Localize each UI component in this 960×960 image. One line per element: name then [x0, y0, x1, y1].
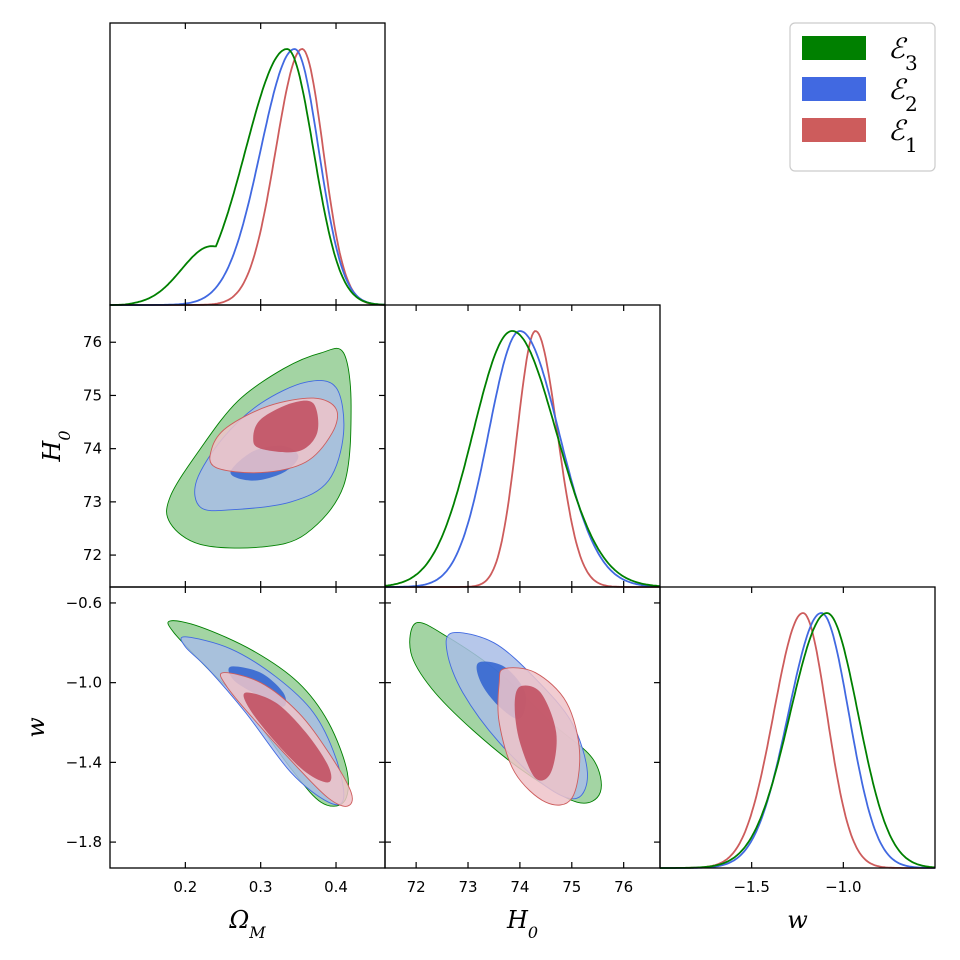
ticks: [110, 23, 844, 868]
legend-label-E2: ℰ2: [888, 73, 918, 116]
panel-frame-1-1: [384, 304, 661, 588]
y-axis-label-h0: H0: [38, 430, 74, 462]
contour-inner-E1-om_h0: [253, 400, 319, 453]
panel-marginal-H0: [384, 330, 661, 588]
y-tick-label: 75: [83, 386, 102, 404]
y-axis-label-w: w: [22, 717, 50, 738]
y-tick-label: 73: [83, 493, 102, 511]
x-tick-label: 0.4: [324, 878, 348, 896]
marginal-curve-E2-w: [660, 612, 936, 869]
x-tick-label: 0.3: [249, 878, 273, 896]
contours-om_w: [167, 620, 353, 807]
marginal-curve-E3-omega_m: [110, 48, 385, 306]
panel-marginal-omega_m: [110, 48, 386, 306]
x-tick-label: 0.2: [173, 878, 197, 896]
x-tick-label: 75: [562, 878, 581, 896]
contour-inner-E1-h0_w: [514, 685, 557, 781]
y-tick-label: −1.0: [66, 674, 102, 692]
x-tick-label: 72: [407, 878, 426, 896]
panel-frame-2-2: [659, 586, 936, 869]
contour-inner-E1-om_w: [243, 692, 332, 783]
marginal-curve-E3-w: [660, 612, 936, 869]
y-tick-label: 72: [83, 546, 102, 564]
x-axis-label-omega-m: ΩM: [228, 906, 266, 942]
y-tick-label: 74: [83, 440, 102, 458]
marginal-curve-E1-omega_m: [110, 48, 385, 306]
x-tick-label: −1.0: [825, 878, 861, 896]
marginal-curve-E1-w: [660, 612, 935, 869]
panel-marginal-w: [660, 612, 936, 869]
y-tick-label: −1.8: [66, 833, 102, 851]
y-tick-label: 76: [83, 333, 102, 351]
panel-om_h0: [166, 347, 352, 549]
legend-swatch-E3: [802, 36, 866, 60]
x-axis-label-h0: H0: [506, 906, 538, 942]
legend-label-E1: ℰ1: [888, 114, 918, 157]
x-axis-label-w: w: [787, 906, 808, 934]
tick-labels: 0.2 0.3 0.4 72 73 74 75 76 −1.5 −1.0 72 73 74 75 76 −1.…: [66, 333, 862, 896]
panels: [110, 48, 936, 869]
panel-frame-2-0: [109, 586, 386, 869]
y-tick-label: −0.6: [66, 594, 102, 612]
marginal-curve-E2-H0: [385, 330, 660, 588]
legend-swatch-E2: [802, 77, 866, 101]
panel-h0_w: [409, 621, 602, 806]
legend-label-E3: ℰ3: [888, 32, 918, 75]
x-tick-label: 73: [458, 878, 477, 896]
x-tick-label: −1.5: [733, 878, 769, 896]
x-tick-label: 76: [614, 878, 633, 896]
y-tick-label: −1.4: [66, 753, 102, 771]
panel-om_w: [167, 620, 353, 807]
x-tick-label: 74: [510, 878, 529, 896]
marginal-curve-E3-H0: [384, 330, 661, 587]
panel-frame-0-0: [109, 22, 386, 306]
marginal-curve-E1-H0: [385, 330, 660, 588]
contours-om_h0: [166, 347, 352, 549]
contours-h0_w: [409, 621, 602, 806]
legend-swatch-E1: [802, 118, 866, 142]
